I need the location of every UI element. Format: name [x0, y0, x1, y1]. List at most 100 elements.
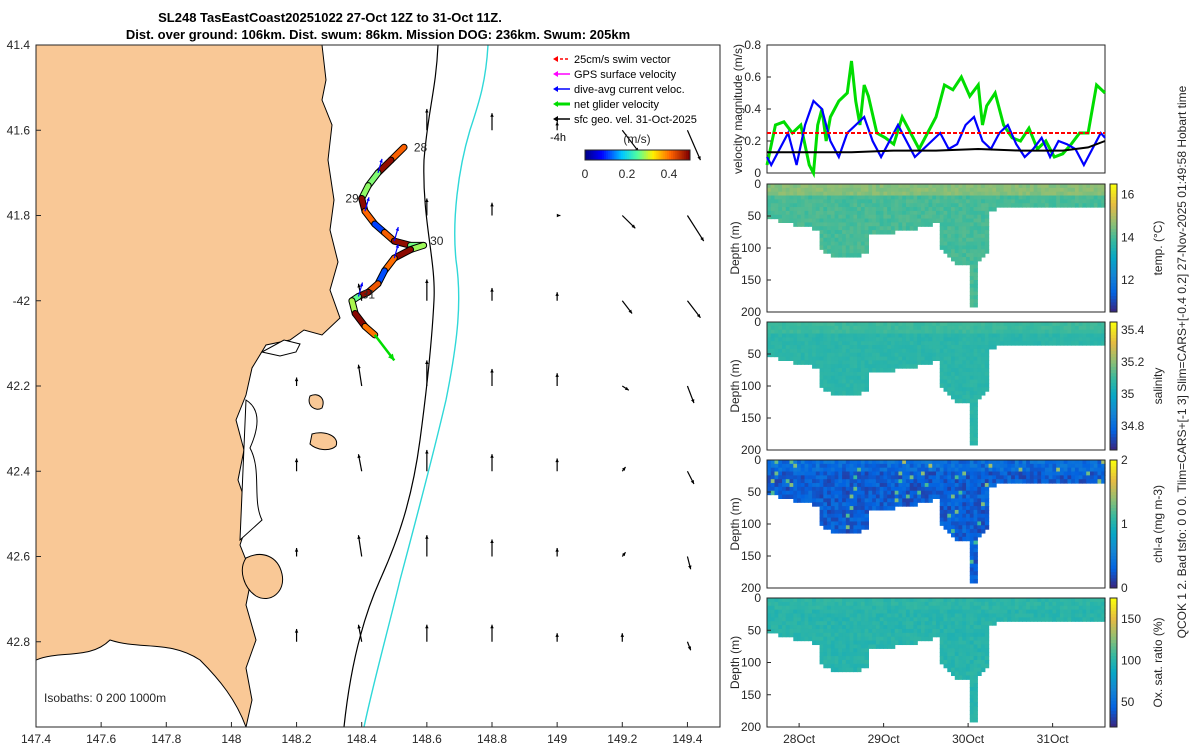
salinity-cell [797, 325, 802, 331]
temperature-cell [1033, 199, 1038, 204]
salinity-cell [1041, 322, 1046, 327]
chla-cell [1033, 479, 1038, 484]
salinity-cell [973, 360, 978, 365]
oxygen-cell [973, 667, 978, 673]
oxygen-cell [932, 601, 937, 607]
oxygen-cell [819, 636, 824, 642]
oxygen-cell [1048, 601, 1054, 607]
salinity-cell [924, 345, 930, 350]
salinity-colorbar-cell [1110, 379, 1117, 384]
temperature-colorbar-frame [1109, 183, 1118, 313]
temperature-cell [842, 210, 847, 216]
oxygen-cell [969, 687, 975, 692]
chla-cell [830, 463, 836, 469]
chla-colorbar-cell [1110, 536, 1117, 541]
chla-cell [977, 494, 982, 499]
salinity-colorbar-cell [1110, 437, 1117, 441]
salinity-cell [1018, 337, 1023, 342]
chla-cell [1093, 479, 1099, 484]
chla-cell [887, 471, 892, 476]
oxygen-cell [812, 605, 817, 611]
oxygen-cell [928, 617, 933, 622]
oxygen-cell [860, 632, 866, 638]
salinity-cell [819, 345, 824, 350]
salinity-cell [767, 352, 772, 358]
chla-cell [977, 490, 982, 496]
chla-cell [943, 525, 948, 530]
temperature-cell [943, 195, 948, 200]
temperature-cell [909, 184, 915, 189]
salinity-cell [860, 337, 866, 342]
salinity-cell [898, 364, 903, 369]
temperature-cell [767, 214, 772, 220]
temperature-cell [973, 295, 978, 300]
oxygen-cell [905, 601, 911, 607]
temperature-cell [887, 218, 892, 223]
chla-cell [996, 467, 1001, 473]
chla-cell [920, 463, 926, 469]
chla-cell [827, 460, 832, 465]
temperature-cell [1003, 184, 1008, 189]
salinity-cell [1052, 325, 1057, 331]
salinity-cell [868, 337, 873, 342]
temperature-cell [838, 249, 843, 254]
oxygen-cell [939, 625, 945, 630]
temperature-colorbar-cell [1110, 241, 1117, 246]
oxygen-cell [969, 683, 975, 688]
salinity-cell [973, 368, 978, 373]
chla-cell [1082, 475, 1087, 480]
salinity-cell [958, 379, 963, 385]
chla-cell [808, 467, 813, 473]
temperature-cell [830, 214, 836, 220]
oxygen-cell [913, 601, 918, 607]
temperature-cell [1074, 184, 1080, 189]
chla-cell [770, 490, 776, 496]
map-x-tick-label: 149.2 [607, 732, 637, 746]
chla-cell [947, 486, 952, 492]
oxygen-cell [962, 625, 967, 630]
temperature-cell [875, 203, 881, 208]
oxygen-cell [842, 625, 847, 630]
chla-cell [951, 486, 956, 492]
oxygen-cell [868, 613, 873, 618]
temperature-cell [857, 184, 862, 189]
oxygen-cell [767, 609, 772, 615]
oxygen-cell [887, 601, 892, 607]
chla-colorbar-cell [1110, 543, 1117, 547]
temperature-cell [800, 191, 806, 197]
temperature-cell [909, 214, 915, 220]
salinity-cell [860, 371, 866, 377]
salinity-cell [943, 345, 948, 350]
oxygen-cell [875, 632, 881, 638]
oxygen-cell [827, 648, 832, 653]
oxygen-cell [879, 632, 885, 638]
chla-cell [872, 502, 877, 507]
chla-cell [966, 521, 971, 526]
salinity-colorbar-cell [1110, 411, 1117, 416]
oxygen-cell [996, 598, 1001, 603]
salinity-cell [838, 341, 843, 346]
oxygen-cell [770, 598, 776, 603]
salinity-cell [1033, 325, 1038, 331]
chla-cell [969, 552, 975, 557]
temperature-cell [1048, 191, 1054, 197]
oxygen-cell [905, 609, 911, 615]
salinity-cell [924, 352, 930, 358]
oxygen-cell [977, 621, 982, 626]
salinity-cell [857, 341, 862, 346]
oxygen-colorbar-cell [1110, 646, 1117, 651]
oxygen-cell [1067, 605, 1072, 611]
chla-cell [782, 463, 787, 469]
map-colorbar-cell [603, 150, 607, 160]
salinity-cell [962, 371, 967, 377]
chla-cell [969, 486, 975, 492]
temperature-cell [969, 264, 975, 270]
salinity-cell [947, 345, 952, 350]
chla-cell [928, 467, 933, 473]
salinity-cell [1014, 329, 1020, 335]
chla-cell [924, 460, 930, 465]
chla-cell [845, 494, 851, 499]
oxygen-cell [924, 632, 930, 638]
salinity-cell [1022, 341, 1027, 346]
salinity-cell [767, 333, 772, 338]
